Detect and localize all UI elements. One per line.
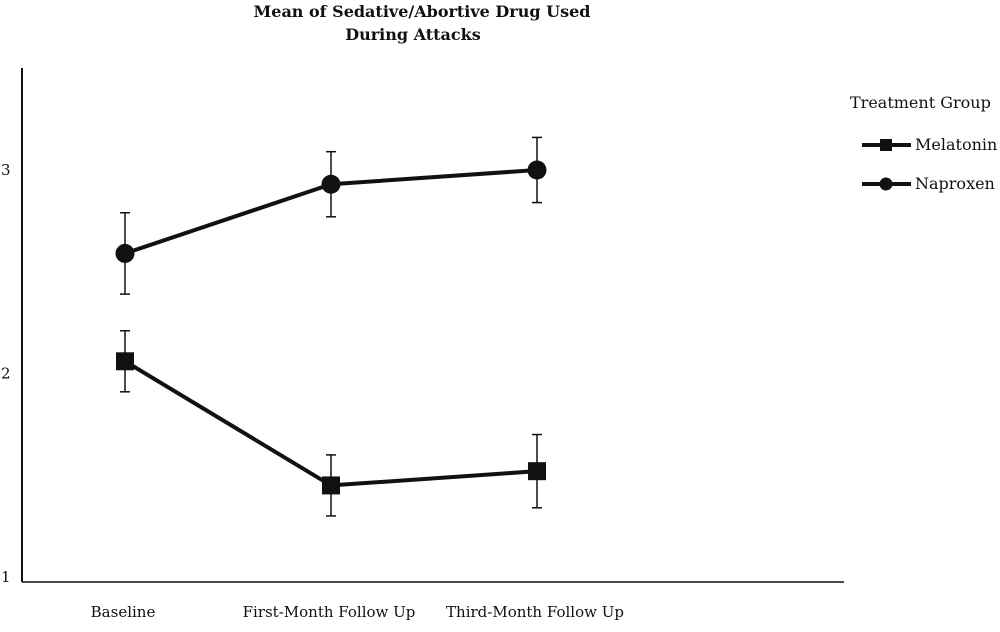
series-naproxen	[115, 136, 547, 295]
y-tick-label: 3	[1, 161, 11, 179]
legend-marker-square	[880, 139, 892, 151]
legend-label: Naproxen	[915, 174, 995, 193]
data-point-square	[116, 352, 134, 371]
x-tick-labels: Baseline First-Month Follow Up Third-Month…	[91, 603, 624, 621]
x-tick-label: Third-Month Follow Up	[446, 603, 624, 621]
legend-item-melatonin: Melatonin	[862, 135, 997, 154]
legend-label: Melatonin	[915, 135, 997, 154]
data-point-square	[528, 462, 546, 481]
legend-marker-circle	[879, 177, 893, 191]
data-point-circle	[115, 243, 135, 263]
chart-title-line-2: During Attacks	[345, 25, 481, 44]
legend-title: Treatment Group	[850, 93, 991, 112]
x-tick-label: First-Month Follow Up	[243, 603, 416, 621]
chart-title-line-1: Mean of Sedative/Abortive Drug Used	[254, 2, 591, 21]
x-tick-label: Baseline	[91, 603, 156, 621]
series-layer	[115, 136, 547, 517]
y-tick-label: 1	[1, 568, 11, 586]
y-tick-label: 2	[1, 365, 11, 383]
y-tick-labels: 1 2 3	[1, 161, 11, 586]
axes	[21, 68, 844, 583]
data-point-circle	[527, 160, 547, 180]
data-point-square	[322, 476, 340, 495]
data-point-circle	[321, 174, 341, 194]
legend-item-naproxen: Naproxen	[862, 174, 995, 193]
chart-title: Mean of Sedative/Abortive Drug Used Duri…	[254, 2, 591, 44]
legend-items: Melatonin Naproxen	[862, 135, 997, 193]
legend: Treatment Group Melatonin Naproxen	[850, 93, 997, 193]
series-melatonin	[116, 330, 546, 517]
